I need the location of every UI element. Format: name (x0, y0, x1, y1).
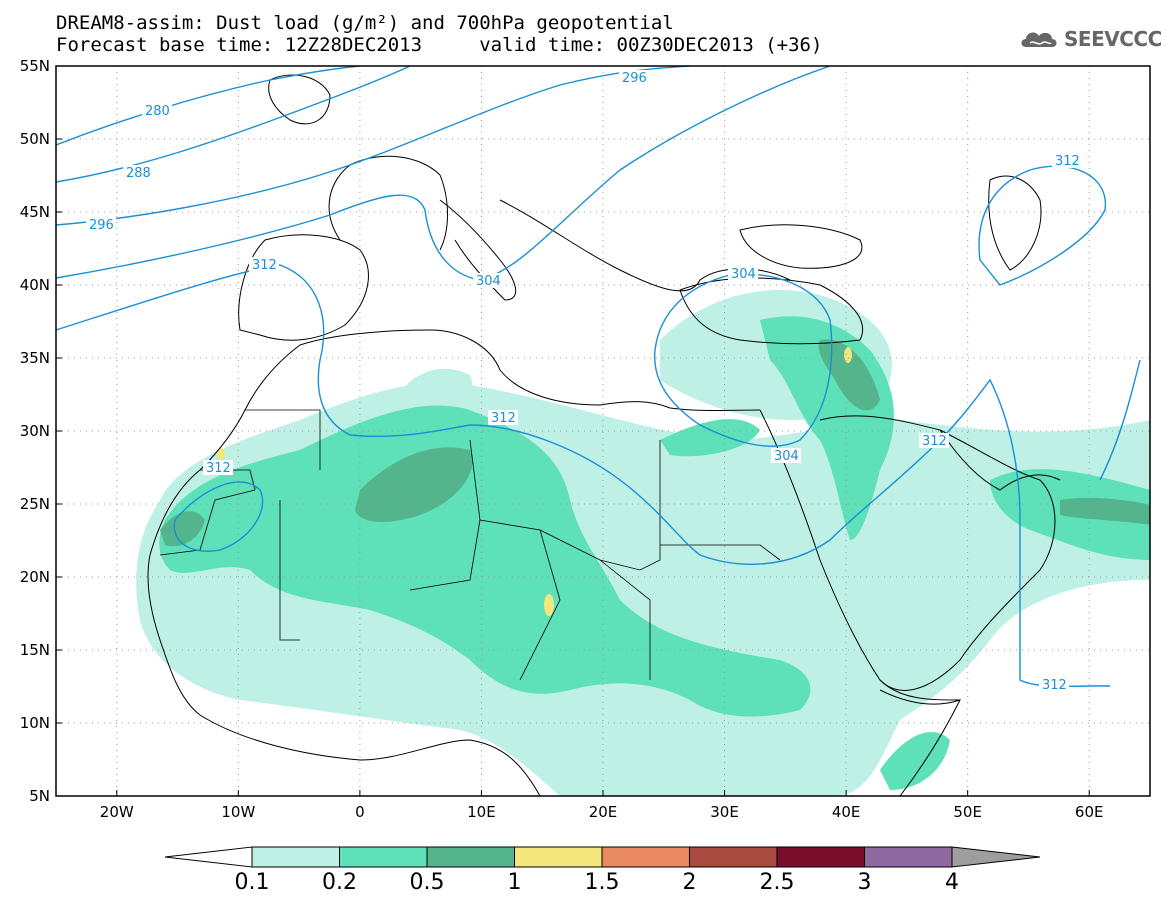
y-tick-label: 15N (19, 641, 50, 659)
x-tick-label: 10W (221, 803, 256, 821)
x-tick-label: 0 (355, 803, 365, 821)
map-plot-area: 280 288 296 296 304 304 304 312 312 312 … (56, 66, 1150, 796)
contour-296 (56, 66, 691, 226)
contour-label: 312 (1042, 678, 1067, 693)
x-tick-label: 20W (99, 803, 134, 821)
title-line-2: Forecast base time: 12Z28DEC2013 valid t… (56, 34, 823, 56)
colorbar-label: 1.5 (584, 870, 620, 895)
colorbar-label: 2 (682, 870, 697, 895)
colorbar-swatch (514, 846, 603, 868)
coastline-gulf (939, 429, 1061, 491)
y-tick-label: 35N (19, 349, 50, 367)
coastline-iberia (238, 234, 369, 341)
y-tick-label: 40N (19, 276, 50, 294)
colorbar-swatch (339, 846, 428, 868)
colorbar-label: 3 (857, 870, 872, 895)
colorbar-label: 0.1 (234, 870, 270, 895)
colorbar-swatch (776, 846, 865, 868)
colorbar-label: 0.5 (409, 870, 445, 895)
colorbar-label: 1 (507, 870, 522, 895)
coastline-westafrica (147, 554, 541, 796)
colorbar-swatch (864, 846, 953, 868)
x-tick-label: 10E (467, 803, 496, 821)
contour-312-canary (173, 481, 264, 552)
contour-288 (56, 66, 411, 183)
title-line-1: DREAM8-assim: Dust load (g/m²) and 700hP… (56, 12, 674, 34)
colorbar-swatch (251, 846, 340, 868)
dust-region-medium (660, 419, 760, 457)
colorbar-under-triangle (164, 846, 253, 868)
contour-312-east (1099, 359, 1141, 481)
coastline-blacksea (739, 224, 863, 269)
coastline-france (328, 155, 448, 251)
contour-label: 312 (1055, 154, 1080, 169)
contour-280 (56, 66, 361, 146)
contour-label: 304 (476, 274, 501, 289)
colorbar-label: 4 (945, 870, 959, 895)
contour-label: 280 (145, 104, 170, 119)
dust-field (136, 290, 1150, 796)
x-tick-label: 40E (831, 803, 861, 821)
y-tick-label: 25N (19, 495, 50, 513)
dust-region-medium (880, 731, 950, 790)
y-tick-label: 20N (19, 568, 50, 586)
colorbar-swatch (689, 846, 778, 868)
contour-label: 312 (491, 411, 516, 426)
grid-lines (56, 66, 1150, 796)
dust-region-dark (355, 447, 473, 522)
cloud-icon (1021, 32, 1057, 47)
geopotential-contours (56, 66, 1141, 688)
seevccc-logo: SEEVCCC (1018, 27, 1162, 51)
dust-region-medium (159, 405, 811, 717)
contour-label: 312 (922, 434, 947, 449)
contour-label: 296 (622, 71, 647, 86)
coastline-arabia (819, 415, 1056, 691)
contour-304-med (654, 273, 833, 447)
contour-label: 296 (89, 218, 114, 233)
coastline-redsea (759, 409, 961, 701)
coastline-hornafrica (879, 689, 961, 796)
contour-label: 312 (252, 258, 277, 273)
contour-312-caspian (978, 165, 1106, 286)
x-tick-label: 20E (588, 803, 618, 821)
dust-peak (217, 448, 225, 462)
y-tick-label: 50N (19, 130, 50, 148)
tick-marks (56, 65, 1090, 797)
colorbar-swatch (426, 846, 515, 868)
y-tick-label: 30N (19, 422, 50, 440)
contour-label: 304 (774, 449, 799, 464)
y-tick-label: 55N (19, 57, 50, 75)
contour-312-west (56, 264, 1111, 688)
x-tick-label: 60E (1074, 803, 1104, 821)
colorbar (164, 846, 1041, 868)
coastline-turkey (679, 277, 864, 345)
contour-label: 312 (206, 461, 231, 476)
y-tick-label: 45N (19, 203, 50, 221)
colorbar-label: 0.2 (322, 870, 357, 895)
dust-peak (544, 594, 554, 616)
logo-text: SEEVCCC (1064, 27, 1162, 51)
contour-label: 304 (731, 267, 756, 282)
contour-label: 288 (126, 166, 151, 181)
coastline-britain (268, 74, 331, 125)
dust-region-dark (1060, 497, 1150, 525)
dust-region-dark (160, 511, 205, 547)
y-tick-label: 10N (19, 714, 50, 732)
x-tick-label: 30E (710, 803, 739, 821)
border-lines (159, 409, 781, 681)
x-tick-label: 50E (953, 803, 982, 821)
coastline-northafrica (149, 329, 761, 556)
y-tick-label: 5N (29, 787, 50, 805)
colorbar-label: 2.5 (759, 870, 795, 895)
colorbar-over-triangle (951, 846, 1041, 868)
colorbar-swatch (601, 846, 690, 868)
dust-peak (844, 347, 852, 363)
contour-labels: 280 288 296 296 304 304 304 312 312 312 … (86, 70, 1082, 693)
contour-304 (56, 66, 831, 281)
dust-region-dark (818, 339, 880, 411)
coastline-caspian (988, 175, 1042, 271)
